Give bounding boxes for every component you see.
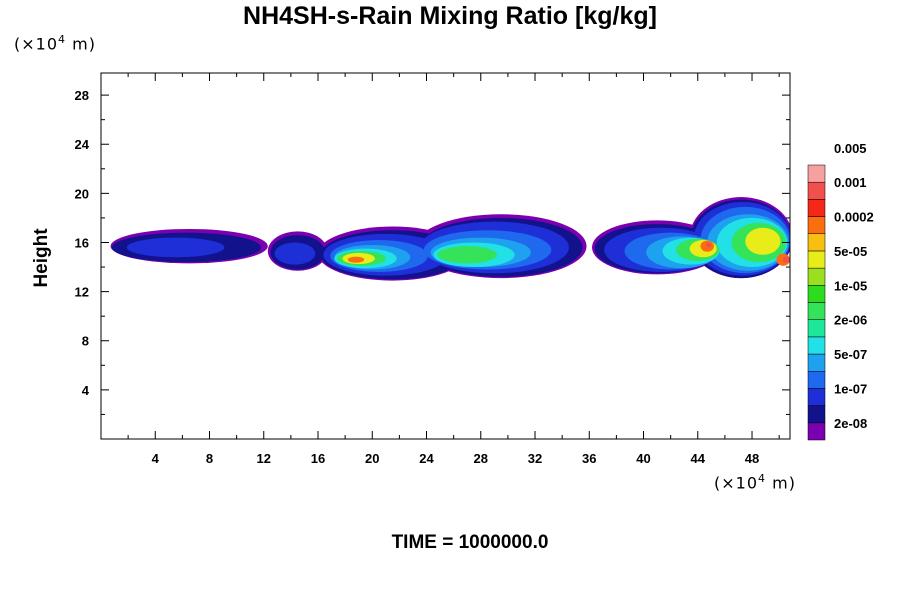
x-tick-label: 48 — [745, 451, 759, 466]
chart-title: NH4SH-s-Rain Mixing Ratio [kg/kg] — [243, 2, 657, 30]
colorbar-swatch — [807, 233, 826, 252]
x-tick-label: 40 — [636, 451, 650, 466]
x-tick-label: 28 — [474, 451, 488, 466]
x-unit-label: (×104 m) — [714, 472, 796, 492]
y-tick-label: 24 — [75, 137, 90, 152]
y-tick-label: 16 — [75, 235, 89, 250]
contour-level-2-blob-0 — [126, 237, 225, 258]
contour-level-7-blob-2 — [745, 227, 781, 255]
colorbar-swatch — [807, 181, 826, 200]
y-unit-suffix: m) — [66, 34, 96, 54]
colorbar-label: 2e-08 — [834, 416, 867, 431]
colorbar-swatch — [807, 267, 826, 286]
colorbar-label: 1e-05 — [834, 278, 867, 293]
y-tick-label: 20 — [75, 186, 89, 201]
colorbar-swatch — [807, 199, 826, 217]
x-unit-prefix: (×10 — [714, 473, 759, 493]
colorbar-label: 5e-07 — [834, 347, 867, 362]
x-tick-label: 12 — [257, 451, 271, 466]
x-unit-exponent: 4 — [758, 472, 767, 485]
colorbar-swatch — [807, 250, 826, 269]
colorbar-swatch — [807, 164, 826, 183]
y-unit-exponent: 4 — [58, 33, 67, 46]
x-tick-label: 24 — [419, 451, 434, 466]
colorbar-swatch — [807, 405, 826, 424]
colorbar-label: 0.0002 — [834, 210, 874, 225]
x-tick-label: 36 — [582, 451, 596, 466]
x-unit-suffix: m) — [766, 473, 796, 493]
colorbar-swatch — [807, 336, 826, 355]
time-label: TIME = 1000000.0 — [391, 532, 549, 553]
y-tick-label: 12 — [75, 285, 89, 300]
colorbar-swatch — [807, 353, 826, 372]
contour-level-8-blob-0 — [347, 256, 365, 263]
contour-level-6-blob-1 — [437, 246, 498, 264]
contour-level-9-blob-1 — [782, 256, 790, 263]
y-tick-label: 8 — [82, 334, 89, 349]
contour-level-2-blob-1 — [274, 242, 316, 265]
x-tick-label: 8 — [206, 451, 213, 466]
x-tick-label: 32 — [528, 451, 542, 466]
colorbar: 2e-08 1e-07 5e-07 2e-06 1e-05 5e-05 0.0002 0.00… — [807, 141, 874, 441]
x-tick-label: 4 — [152, 451, 160, 466]
x-tick-label: 16 — [311, 451, 325, 466]
x-tick-label: 44 — [691, 451, 706, 466]
colorbar-label: 0.001 — [834, 175, 867, 190]
y-unit-label: (×104 m) — [14, 33, 96, 53]
colorbar-swatch — [807, 422, 826, 441]
colorbar-swatch — [807, 285, 826, 303]
colorbar-swatch — [807, 302, 826, 320]
colorbar-swatch — [807, 319, 826, 338]
contour-level-9-blob-0 — [705, 242, 712, 248]
plot-frame — [100, 72, 791, 440]
colorbar-label: 0.005 — [834, 141, 867, 156]
colorbar-swatch — [807, 388, 826, 406]
plot-fill — [110, 197, 790, 281]
y-unit-prefix: (×10 — [14, 34, 59, 54]
colorbar-label: 2e-06 — [834, 313, 867, 328]
colorbar-label: 1e-07 — [834, 381, 867, 396]
y-tick-label: 28 — [75, 88, 89, 103]
colorbar-swatch — [807, 371, 826, 389]
x-tick-label: 20 — [365, 451, 379, 466]
y-tick-label: 4 — [82, 383, 90, 398]
colorbar-swatch — [807, 216, 826, 234]
colorbar-label: 5e-05 — [834, 244, 867, 259]
